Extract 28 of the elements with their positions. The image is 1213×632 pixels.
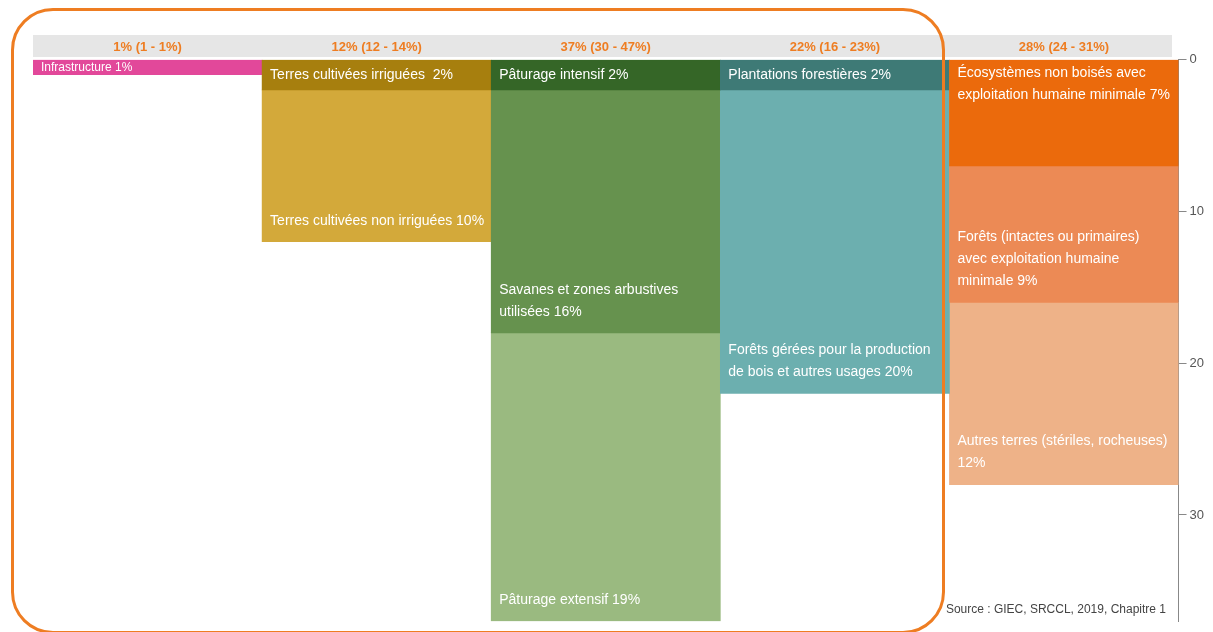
x-tick-label: 12% (12 - 14%) [331, 39, 422, 55]
x-tick-label: 28% (24 - 31%) [1018, 39, 1110, 55]
data-label: Forêts gérées pour la production de bois et autres usages 20% [728, 341, 931, 380]
x-tick-label: 22% (16 - 23%) [789, 39, 881, 55]
bar [719, 89, 950, 394]
bar [490, 332, 721, 622]
data-label: Plantations forestières 2% [728, 65, 891, 82]
data-label: Forêts (intactes ou primaires) avec exploitation humaine minimale 9% [957, 228, 1140, 289]
x-tick-label: 37% (30 - 47%) [560, 39, 651, 55]
y-tick-label: 10 [1189, 202, 1205, 218]
data-label: Savanes et zones arbustives utilisées 16% [499, 280, 679, 319]
data-label: Écosystèmes non boisés avec exploitation humaine minimale 7% [957, 63, 1170, 102]
x-tick-label: 1% (1 - 1%) [113, 39, 182, 55]
data-label: Terres cultivées non irriguées 10% [270, 211, 485, 228]
data-label: Infrastructure 1% [41, 59, 133, 74]
annotation: Source : GIEC, SRCCL, 2019, Chapitre 1 [945, 602, 1167, 617]
y-tick-label: 20 [1189, 354, 1205, 370]
data-label: Autres terres (stériles, rocheuses) 12% [957, 432, 1172, 471]
y-tick-label: 30 [1189, 506, 1205, 522]
data-label: Terres cultivées irriguées 2% [270, 65, 453, 82]
data-label: Pâturage intensif 2% [499, 65, 629, 82]
data-label: Pâturage extensif 19% [499, 591, 641, 608]
bar [949, 59, 1179, 167]
bar [949, 302, 1179, 485]
bar [949, 165, 1179, 303]
bar [261, 89, 492, 243]
y-tick-label: 0 [1189, 51, 1197, 67]
bar [490, 89, 721, 334]
